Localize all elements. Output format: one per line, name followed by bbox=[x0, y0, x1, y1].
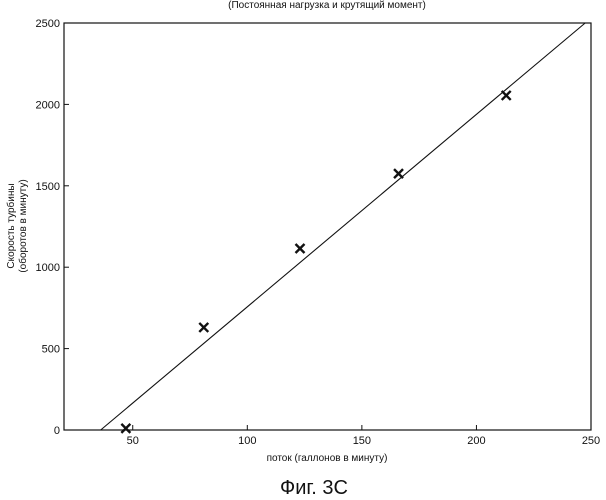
figure-caption: Фиг. 3С bbox=[280, 477, 348, 499]
x-tick-label: 250 bbox=[582, 435, 600, 447]
x-tick-label: 150 bbox=[353, 435, 371, 447]
y-tick-label: 0 bbox=[54, 425, 60, 437]
x-tick-label: 100 bbox=[238, 435, 256, 447]
x-tick-label: 50 bbox=[127, 435, 139, 447]
y-tick-label: 1000 bbox=[36, 262, 60, 274]
y-axis-label: Скорость турбины (оборотов в минуту) bbox=[5, 179, 29, 272]
y-tick-label: 1500 bbox=[36, 181, 60, 193]
data-point-marker bbox=[121, 424, 130, 433]
fit-line bbox=[101, 23, 586, 430]
x-axis-ticks: 50 100 150 200 250 bbox=[127, 425, 601, 447]
x-tick-label: 200 bbox=[467, 435, 485, 447]
data-point-marker bbox=[296, 244, 305, 253]
fit-line-layer bbox=[101, 23, 586, 430]
y-axis-label-line-1: Скорость турбины bbox=[5, 183, 17, 268]
data-point-marker bbox=[199, 323, 208, 332]
y-axis-label-line-2: (оборотов в минуту) bbox=[17, 179, 29, 272]
y-tick-label: 2500 bbox=[36, 18, 60, 30]
y-tick-label: 500 bbox=[42, 344, 60, 356]
chart-title: (Постоянная нагрузка и крутящий момент) bbox=[228, 0, 426, 11]
data-point-marker bbox=[394, 169, 403, 178]
data-points bbox=[121, 91, 510, 433]
data-point-marker bbox=[502, 91, 511, 100]
x-axis-label: поток (галлонов в минуту) bbox=[267, 453, 388, 464]
y-tick-label: 2000 bbox=[36, 99, 60, 111]
